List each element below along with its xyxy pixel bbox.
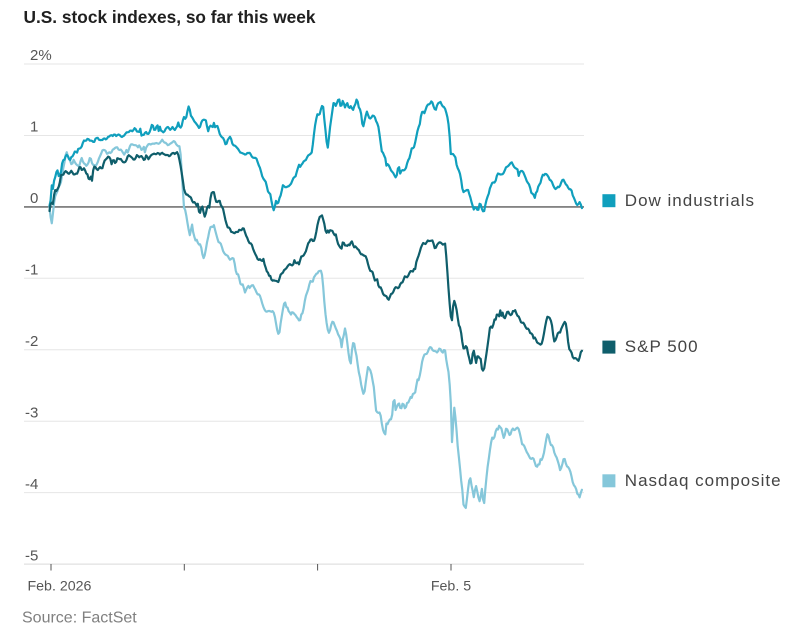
- svg-text:-1: -1: [25, 262, 38, 279]
- svg-text:Feb. 5: Feb. 5: [431, 579, 471, 595]
- svg-text:Dow industrials: Dow industrials: [625, 191, 755, 210]
- svg-text:U.S. stock indexes, so far thi: U.S. stock indexes, so far this week: [24, 7, 316, 27]
- svg-text:0: 0: [30, 190, 38, 207]
- svg-text:Nasdaq composite: Nasdaq composite: [625, 471, 782, 490]
- svg-text:-4: -4: [25, 476, 38, 493]
- svg-text:Feb. 2026: Feb. 2026: [28, 579, 92, 595]
- svg-text:Source: FactSet: Source: FactSet: [22, 610, 137, 627]
- svg-text:1: 1: [30, 119, 38, 136]
- svg-text:S&P 500: S&P 500: [625, 337, 699, 356]
- svg-text:-5: -5: [25, 547, 38, 564]
- svg-text:2%: 2%: [30, 47, 52, 64]
- svg-text:-3: -3: [25, 404, 38, 421]
- svg-text:-2: -2: [25, 333, 38, 350]
